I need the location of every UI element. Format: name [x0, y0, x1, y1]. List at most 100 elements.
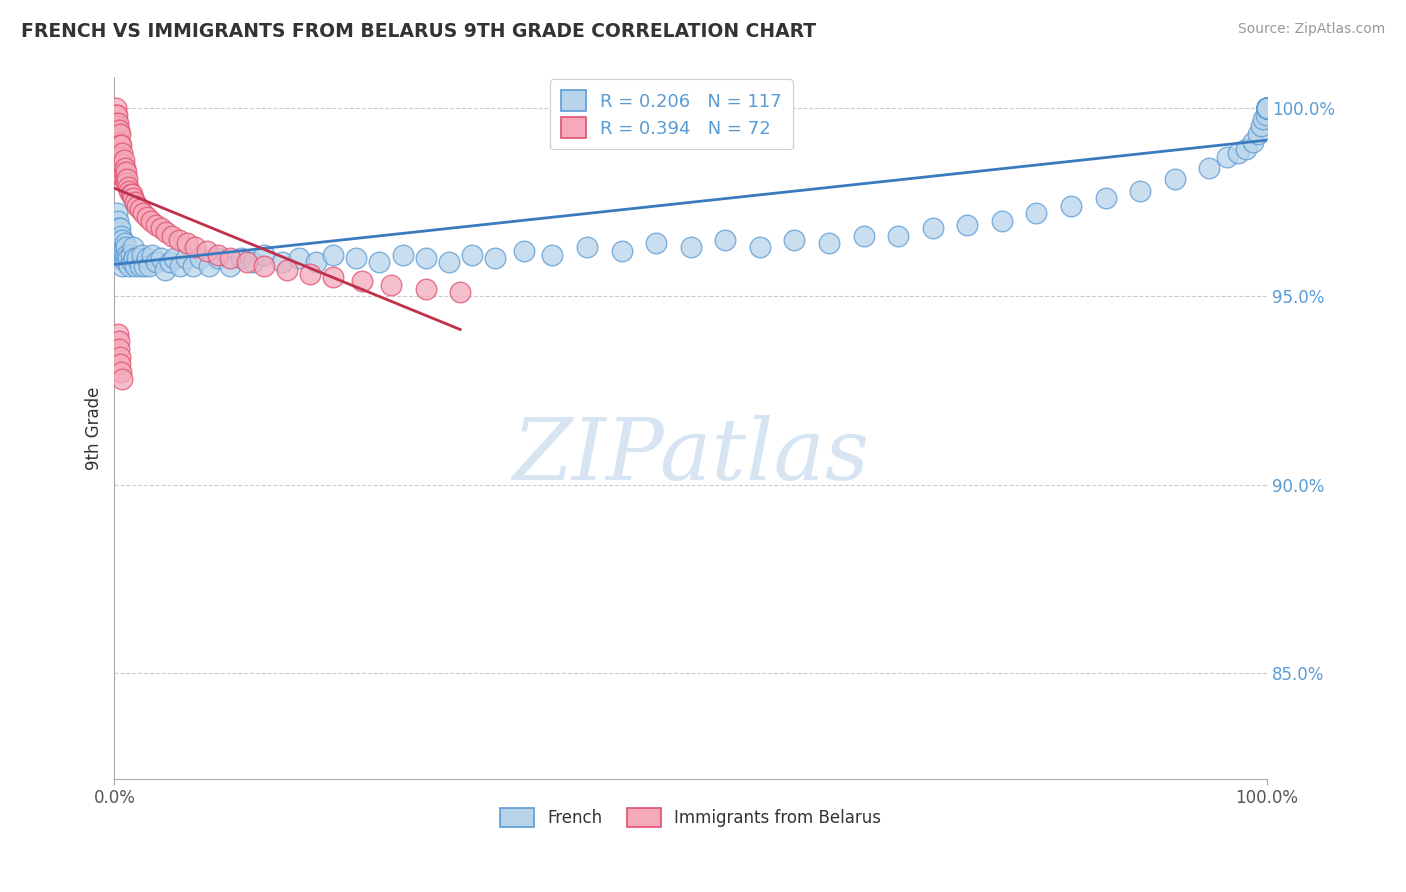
Point	[1234, 142, 1257, 156]
Point	[288, 252, 311, 266]
Point	[111, 244, 134, 258]
Point	[253, 248, 276, 262]
Point	[610, 244, 633, 258]
Point	[415, 282, 437, 296]
Point	[108, 145, 131, 160]
Point	[108, 244, 131, 258]
Point	[107, 326, 129, 341]
Point	[111, 157, 134, 171]
Point	[1025, 206, 1047, 220]
Point	[108, 150, 131, 164]
Point	[104, 116, 127, 130]
Point	[108, 221, 131, 235]
Point	[207, 252, 229, 266]
Point	[991, 213, 1014, 227]
Point	[121, 240, 143, 254]
Point	[115, 248, 138, 262]
Point	[242, 255, 264, 269]
Point	[449, 285, 471, 300]
Point	[108, 357, 131, 371]
Point	[368, 255, 391, 269]
Point	[575, 240, 598, 254]
Point	[134, 259, 156, 273]
Point	[108, 127, 131, 141]
Point	[1227, 145, 1250, 160]
Point	[108, 240, 131, 254]
Point	[108, 135, 131, 149]
Point	[1256, 101, 1278, 115]
Point	[128, 202, 150, 217]
Point	[128, 259, 150, 273]
Point	[956, 218, 979, 232]
Point	[1129, 184, 1152, 198]
Point	[1094, 191, 1116, 205]
Point	[105, 206, 128, 220]
Point	[127, 252, 149, 266]
Point	[112, 252, 135, 266]
Point	[108, 157, 131, 171]
Point	[114, 248, 136, 262]
Point	[253, 259, 276, 273]
Point	[1256, 101, 1278, 115]
Point	[111, 169, 134, 183]
Point	[108, 334, 131, 349]
Point	[104, 228, 127, 243]
Point	[108, 169, 131, 183]
Point	[415, 252, 437, 266]
Point	[1256, 101, 1278, 115]
Point	[127, 199, 149, 213]
Point	[231, 252, 253, 266]
Point	[1256, 101, 1278, 115]
Point	[352, 274, 374, 288]
Point	[105, 138, 128, 153]
Point	[236, 255, 259, 269]
Point	[121, 191, 143, 205]
Point	[346, 252, 368, 266]
Point	[108, 252, 131, 266]
Point	[322, 270, 344, 285]
Point	[131, 248, 153, 262]
Point	[145, 255, 167, 269]
Point	[1256, 101, 1278, 115]
Point	[108, 123, 131, 137]
Point	[1256, 101, 1278, 115]
Point	[1247, 127, 1270, 141]
Point	[135, 210, 157, 224]
Point	[108, 342, 131, 356]
Text: FRENCH VS IMMIGRANTS FROM BELARUS 9TH GRADE CORRELATION CHART: FRENCH VS IMMIGRANTS FROM BELARUS 9TH GR…	[21, 22, 817, 41]
Point	[115, 240, 138, 254]
Point	[153, 262, 176, 277]
Point	[111, 372, 134, 386]
Point	[112, 165, 135, 179]
Point	[714, 233, 737, 247]
Point	[1256, 101, 1278, 115]
Point	[111, 233, 134, 247]
Point	[107, 213, 129, 227]
Point	[176, 236, 198, 251]
Point	[1241, 135, 1264, 149]
Point	[107, 225, 129, 239]
Point	[1256, 101, 1278, 115]
Point	[160, 228, 183, 243]
Point	[110, 138, 132, 153]
Point	[1256, 101, 1278, 115]
Point	[110, 161, 132, 175]
Point	[105, 120, 128, 134]
Point	[380, 277, 402, 292]
Point	[108, 350, 131, 364]
Point	[108, 138, 131, 153]
Point	[1256, 101, 1278, 115]
Point	[1060, 199, 1083, 213]
Point	[1256, 101, 1278, 115]
Point	[114, 236, 136, 251]
Point	[1256, 101, 1278, 115]
Point	[124, 259, 146, 273]
Point	[748, 240, 770, 254]
Point	[1253, 112, 1275, 126]
Point	[124, 194, 146, 209]
Point	[107, 240, 129, 254]
Point	[155, 225, 177, 239]
Point	[104, 236, 127, 251]
Point	[512, 244, 534, 258]
Point	[276, 262, 298, 277]
